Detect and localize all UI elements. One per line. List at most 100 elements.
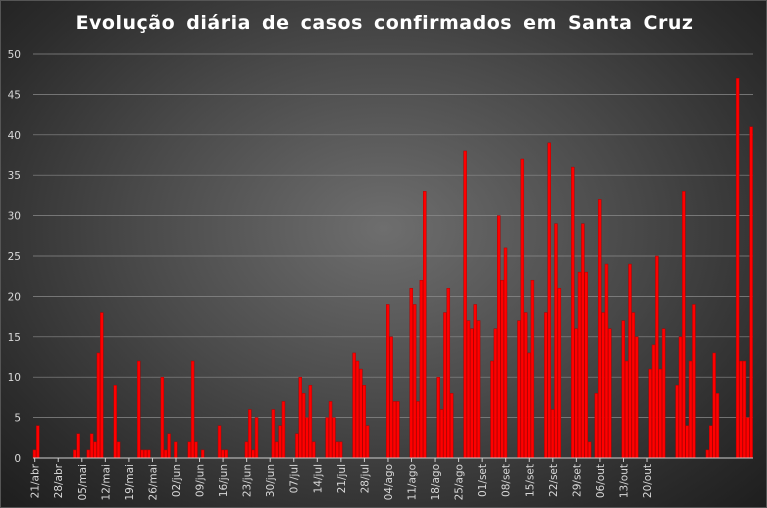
- bar: [597, 199, 602, 459]
- bar: [470, 328, 474, 459]
- x-tick-label: 23/jun: [242, 464, 254, 497]
- bar: [174, 441, 178, 459]
- bar: [446, 288, 451, 459]
- bar: [295, 433, 299, 459]
- bar: [217, 425, 222, 459]
- bar: [658, 368, 662, 459]
- bar: [685, 425, 689, 459]
- bar: [500, 279, 504, 459]
- x-tick-label: 11/ago: [407, 464, 419, 500]
- bar: [621, 320, 625, 459]
- bar: [96, 352, 101, 459]
- x-tick-label: 22/set: [548, 464, 560, 497]
- bar: [147, 449, 151, 459]
- bar: [140, 449, 144, 459]
- bar: [473, 304, 477, 459]
- bar: [648, 368, 652, 459]
- bar: [544, 312, 548, 459]
- bar: [577, 271, 582, 459]
- bar: [93, 441, 97, 459]
- bar: [251, 449, 255, 459]
- bar: [746, 417, 750, 459]
- bar: [439, 409, 444, 459]
- x-tick-label: 20/out: [642, 464, 654, 498]
- bar: [574, 328, 578, 459]
- bar: [312, 441, 316, 459]
- x-tick-label: 26/mai: [147, 464, 159, 500]
- x-tick-label: 25/ago: [454, 464, 466, 500]
- bar: [416, 401, 420, 459]
- bar: [735, 77, 740, 459]
- bar: [419, 279, 424, 459]
- bar: [32, 449, 37, 459]
- bar: [100, 312, 104, 459]
- bar: [628, 263, 632, 459]
- y-tick-label: 30: [8, 211, 21, 223]
- bar: [436, 376, 440, 459]
- bar: [581, 223, 585, 459]
- bar: [221, 449, 225, 459]
- bar: [160, 376, 165, 459]
- bar: [389, 336, 393, 459]
- bar: [682, 191, 686, 459]
- x-tick-label: 15/set: [524, 464, 536, 497]
- bar: [113, 385, 117, 459]
- bar: [608, 328, 612, 459]
- x-tick-label: 05/mai: [77, 464, 89, 500]
- bar: [36, 425, 40, 459]
- chart-title: Evolução diária de casos confirmados em …: [75, 12, 694, 34]
- bar: [224, 449, 228, 459]
- bar: [692, 304, 696, 459]
- x-tick-label: 30/jun: [265, 464, 277, 497]
- bar: [89, 433, 94, 459]
- bar: [749, 126, 753, 459]
- bar: [244, 441, 249, 459]
- bar: [594, 393, 599, 459]
- bar: [715, 393, 720, 459]
- bar: [137, 360, 141, 459]
- bar: [520, 158, 525, 459]
- bar: [527, 352, 531, 459]
- bar: [167, 433, 171, 459]
- y-tick-label: 0: [14, 453, 21, 465]
- bar: [163, 449, 168, 459]
- bar: [200, 449, 205, 459]
- x-tick-label: 02/jun: [171, 464, 183, 497]
- bar: [248, 409, 252, 459]
- x-tick-label: 08/set: [501, 464, 513, 497]
- bar: [86, 449, 91, 459]
- bar: [712, 352, 716, 459]
- bar: [335, 441, 340, 459]
- bar: [675, 385, 679, 459]
- bar: [187, 441, 191, 459]
- bar: [338, 441, 343, 459]
- bar: [550, 409, 555, 459]
- bar: [308, 385, 313, 459]
- x-tick-label: 29/set: [571, 464, 583, 497]
- y-tick-label: 20: [8, 291, 21, 303]
- y-tick-label: 50: [8, 49, 21, 61]
- x-tick-label: 21/jul: [336, 464, 348, 493]
- x-axis-ticks: 21/abr 28/abr 05/mai 12/mai 19/mai 26/mai 02/j…: [30, 458, 654, 500]
- bar: [449, 393, 454, 459]
- bar: [557, 288, 562, 459]
- bar: [386, 304, 390, 459]
- y-tick-label: 15: [8, 332, 21, 344]
- bar: [463, 150, 467, 459]
- bar: [423, 191, 427, 459]
- bar: [651, 344, 656, 459]
- x-tick-label: 28/abr: [53, 463, 65, 498]
- bar: [739, 360, 743, 459]
- bar: [274, 441, 279, 459]
- bar: [332, 417, 336, 459]
- bar: [624, 360, 629, 459]
- bar: [554, 223, 558, 459]
- bar: [503, 247, 508, 459]
- bar: [476, 320, 481, 459]
- x-tick-label: 18/ago: [430, 464, 442, 500]
- bar: [190, 360, 195, 459]
- bar: [281, 401, 286, 459]
- bar: [305, 417, 309, 459]
